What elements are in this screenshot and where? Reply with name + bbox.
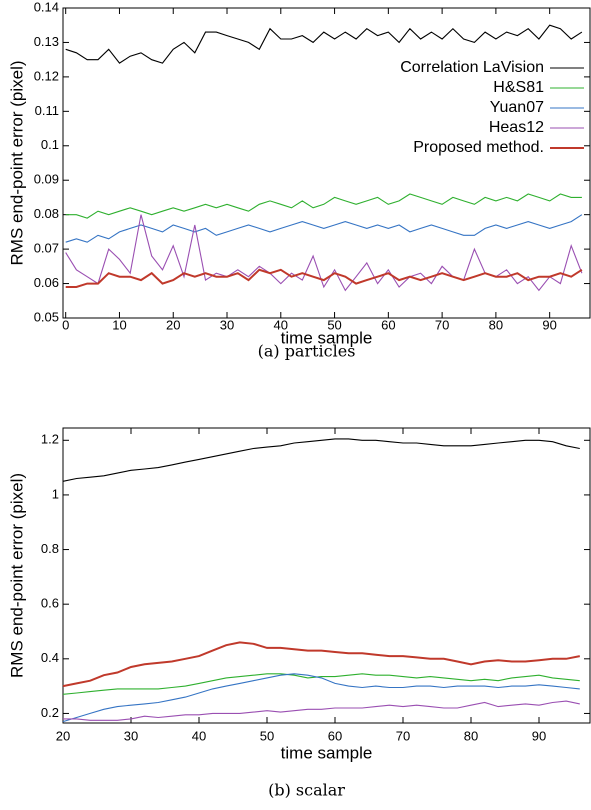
x-axis-label: time sample [281, 743, 373, 762]
x-tick-label: 70 [396, 728, 410, 743]
y-tick-label: 0.12 [34, 68, 59, 83]
series-line [62, 673, 580, 695]
y-tick-label: 0.08 [34, 206, 59, 221]
series-line [62, 438, 580, 482]
legend-label: Yuan07 [490, 99, 544, 116]
x-tick-label: 80 [489, 317, 503, 332]
y-tick-label: 0.06 [34, 275, 59, 290]
legend-label: Heas12 [489, 119, 544, 136]
x-tick-label: 40 [192, 728, 206, 743]
y-tick-label: 0.2 [41, 705, 59, 720]
y-tick-label: 0.1 [41, 137, 59, 152]
y-tick-label: 0.09 [34, 172, 59, 187]
y-tick-label: 0.11 [35, 103, 59, 118]
x-tick-label: 0 [62, 317, 69, 332]
y-axis-label: RMS end-point error (pixel) [7, 60, 26, 265]
x-tick-label: 20 [56, 728, 70, 743]
y-tick-label: 0.13 [34, 34, 59, 49]
x-tick-label: 50 [260, 728, 274, 743]
x-tick-label: 30 [220, 317, 234, 332]
x-tick-label: 50 [327, 317, 341, 332]
caption: (b) scalar [268, 781, 345, 800]
x-tick-label: 60 [381, 317, 395, 332]
caption: (a) particles [258, 342, 356, 361]
series-line [65, 193, 582, 219]
series-line [65, 268, 583, 288]
legend-label: Proposed method. [413, 139, 544, 156]
series-line [62, 641, 580, 688]
y-tick-label: 1 [52, 486, 59, 501]
x-tick-label: 70 [435, 317, 449, 332]
series-line [62, 673, 580, 723]
legend-label: Correlation LaVision [400, 59, 544, 76]
y-tick-label: 0.4 [41, 650, 59, 665]
plot-frame [62, 427, 591, 724]
series-line [65, 214, 583, 243]
legend-label: H&S81 [493, 79, 544, 96]
y-tick-label: 0.6 [41, 596, 59, 611]
y-tick-label: 0.14 [34, 0, 59, 14]
x-tick-label: 80 [464, 728, 478, 743]
y-tick-label: 1.2 [41, 432, 59, 447]
y-tick-label: 0.8 [41, 541, 59, 556]
series-line [63, 700, 580, 721]
x-tick-label: 20 [166, 317, 180, 332]
x-tick-label: 60 [328, 728, 342, 743]
x-tick-label: 90 [532, 728, 546, 743]
y-tick-label: 0.05 [34, 309, 59, 324]
x-tick-label: 40 [274, 317, 288, 332]
x-tick-label: 10 [112, 317, 126, 332]
x-tick-label: 30 [124, 728, 138, 743]
plot-frame [62, 7, 591, 319]
y-tick-label: 0.07 [34, 241, 59, 256]
y-axis-label: RMS end-point error (pixel) [7, 473, 26, 678]
x-axis-label: time sample [281, 328, 373, 347]
x-tick-label: 90 [542, 317, 556, 332]
series-line [65, 24, 583, 64]
